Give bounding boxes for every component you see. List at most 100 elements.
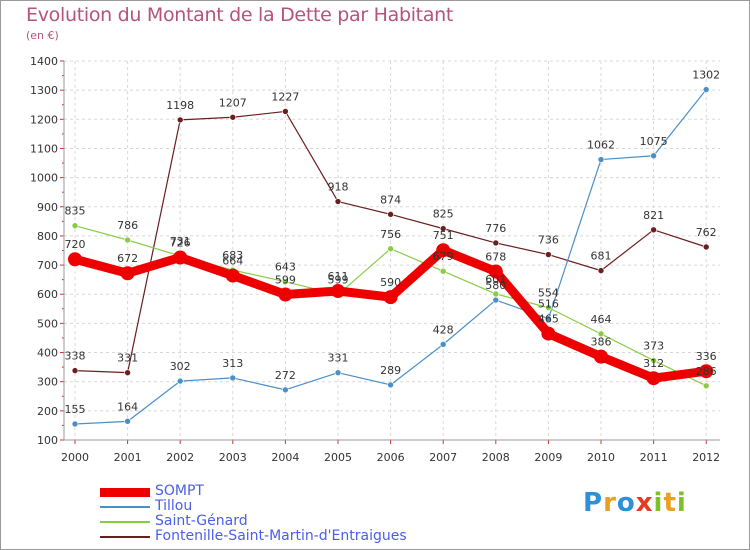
data-point — [597, 267, 605, 274]
data-label: 756 — [380, 228, 401, 241]
logo-letter: i — [653, 488, 664, 518]
data-label: 516 — [538, 298, 559, 311]
data-point — [176, 377, 184, 385]
data-point — [436, 243, 451, 258]
legend-label: Fontenille-Saint-Martin-d'Entraigues — [155, 528, 407, 544]
y-tick-label: 1100 — [30, 142, 58, 155]
y-tick-label: 1200 — [30, 113, 58, 126]
data-label: 751 — [433, 229, 454, 242]
x-tick-label: 2006 — [377, 451, 405, 464]
data-label: 313 — [222, 357, 243, 370]
y-tick-label: 600 — [37, 288, 58, 301]
data-point — [278, 287, 293, 302]
data-point — [541, 326, 556, 341]
data-point — [124, 369, 131, 376]
data-point — [650, 357, 657, 364]
data-label: 679 — [433, 250, 454, 263]
data-label: 1302 — [692, 69, 720, 82]
y-tick-label: 800 — [37, 230, 58, 243]
data-point — [173, 250, 188, 265]
data-label: 465 — [538, 313, 559, 326]
legend-swatch — [100, 487, 150, 497]
proxiti-logo: Proxiti — [583, 488, 687, 518]
x-tick-label: 2000 — [61, 451, 89, 464]
data-point — [124, 236, 131, 244]
data-label: 312 — [643, 357, 664, 370]
data-point — [334, 369, 342, 376]
data-label: 1075 — [640, 135, 668, 148]
data-point — [545, 251, 552, 258]
legend-label: Tillou — [155, 498, 193, 514]
data-label: 1207 — [219, 96, 247, 109]
data-label: 874 — [380, 193, 401, 206]
data-point — [488, 264, 503, 279]
legend-swatch — [100, 521, 150, 523]
data-point — [650, 226, 657, 234]
data-label: 599 — [328, 274, 349, 287]
data-label: 683 — [222, 249, 243, 262]
data-point — [594, 349, 608, 364]
y-tick-label: 100 — [37, 434, 58, 447]
data-label: 731 — [170, 235, 191, 248]
data-point — [120, 266, 135, 281]
data-point — [229, 374, 237, 382]
data-label: 331 — [328, 352, 349, 365]
data-label: 1062 — [587, 139, 615, 152]
legend-label: Saint-Génard — [155, 513, 248, 529]
data-label: 664 — [222, 255, 243, 268]
data-point — [71, 367, 79, 374]
x-tick-label: 2008 — [482, 451, 510, 464]
data-point — [545, 304, 552, 311]
data-label: 373 — [643, 339, 664, 352]
data-point — [597, 330, 605, 338]
data-point — [176, 116, 184, 124]
y-tick-label: 1400 — [30, 55, 58, 68]
data-label: 678 — [485, 250, 506, 263]
data-label: 611 — [328, 270, 349, 283]
data-label: 164 — [117, 400, 138, 413]
y-tick-label: 400 — [37, 347, 58, 360]
x-tick-label: 2004 — [271, 451, 299, 464]
data-label: 601 — [485, 273, 506, 286]
logo-letter: P — [583, 488, 604, 518]
data-label: 272 — [275, 369, 296, 382]
x-tick-label: 2007 — [429, 451, 457, 464]
data-point — [492, 239, 500, 247]
data-point — [702, 86, 710, 93]
data-point — [650, 152, 657, 160]
data-label: 464 — [591, 313, 612, 326]
y-tick-label: 900 — [37, 201, 58, 214]
y-tick-label: 500 — [37, 317, 58, 330]
y-tick-label: 300 — [37, 376, 58, 389]
data-label: 918 — [328, 181, 349, 194]
data-label: 331 — [117, 352, 138, 365]
x-tick-label: 2011 — [640, 451, 668, 464]
x-tick-label: 2001 — [114, 451, 142, 464]
data-label: 336 — [696, 350, 717, 363]
data-point — [282, 278, 289, 285]
data-point — [439, 225, 447, 232]
data-label: 286 — [696, 365, 717, 378]
data-label: 599 — [275, 274, 296, 287]
y-tick-label: 700 — [37, 259, 58, 272]
data-point — [68, 252, 82, 267]
y-tick-label: 1000 — [30, 172, 58, 185]
data-label: 338 — [65, 350, 86, 363]
y-tick-label: 200 — [37, 405, 58, 418]
data-point — [282, 108, 289, 115]
data-point — [282, 386, 289, 394]
data-label: 386 — [591, 336, 612, 349]
data-label: 428 — [433, 323, 454, 336]
data-label: 289 — [380, 364, 401, 377]
data-point — [71, 420, 79, 428]
data-point — [225, 268, 240, 283]
data-label: 786 — [117, 219, 138, 232]
data-label: 720 — [65, 238, 86, 251]
legend-swatch — [100, 506, 150, 508]
logo-letter: i — [676, 488, 687, 518]
data-label: 590 — [380, 276, 401, 289]
x-tick-label: 2009 — [534, 451, 562, 464]
data-label: 762 — [696, 226, 717, 239]
data-label: 825 — [433, 208, 454, 221]
